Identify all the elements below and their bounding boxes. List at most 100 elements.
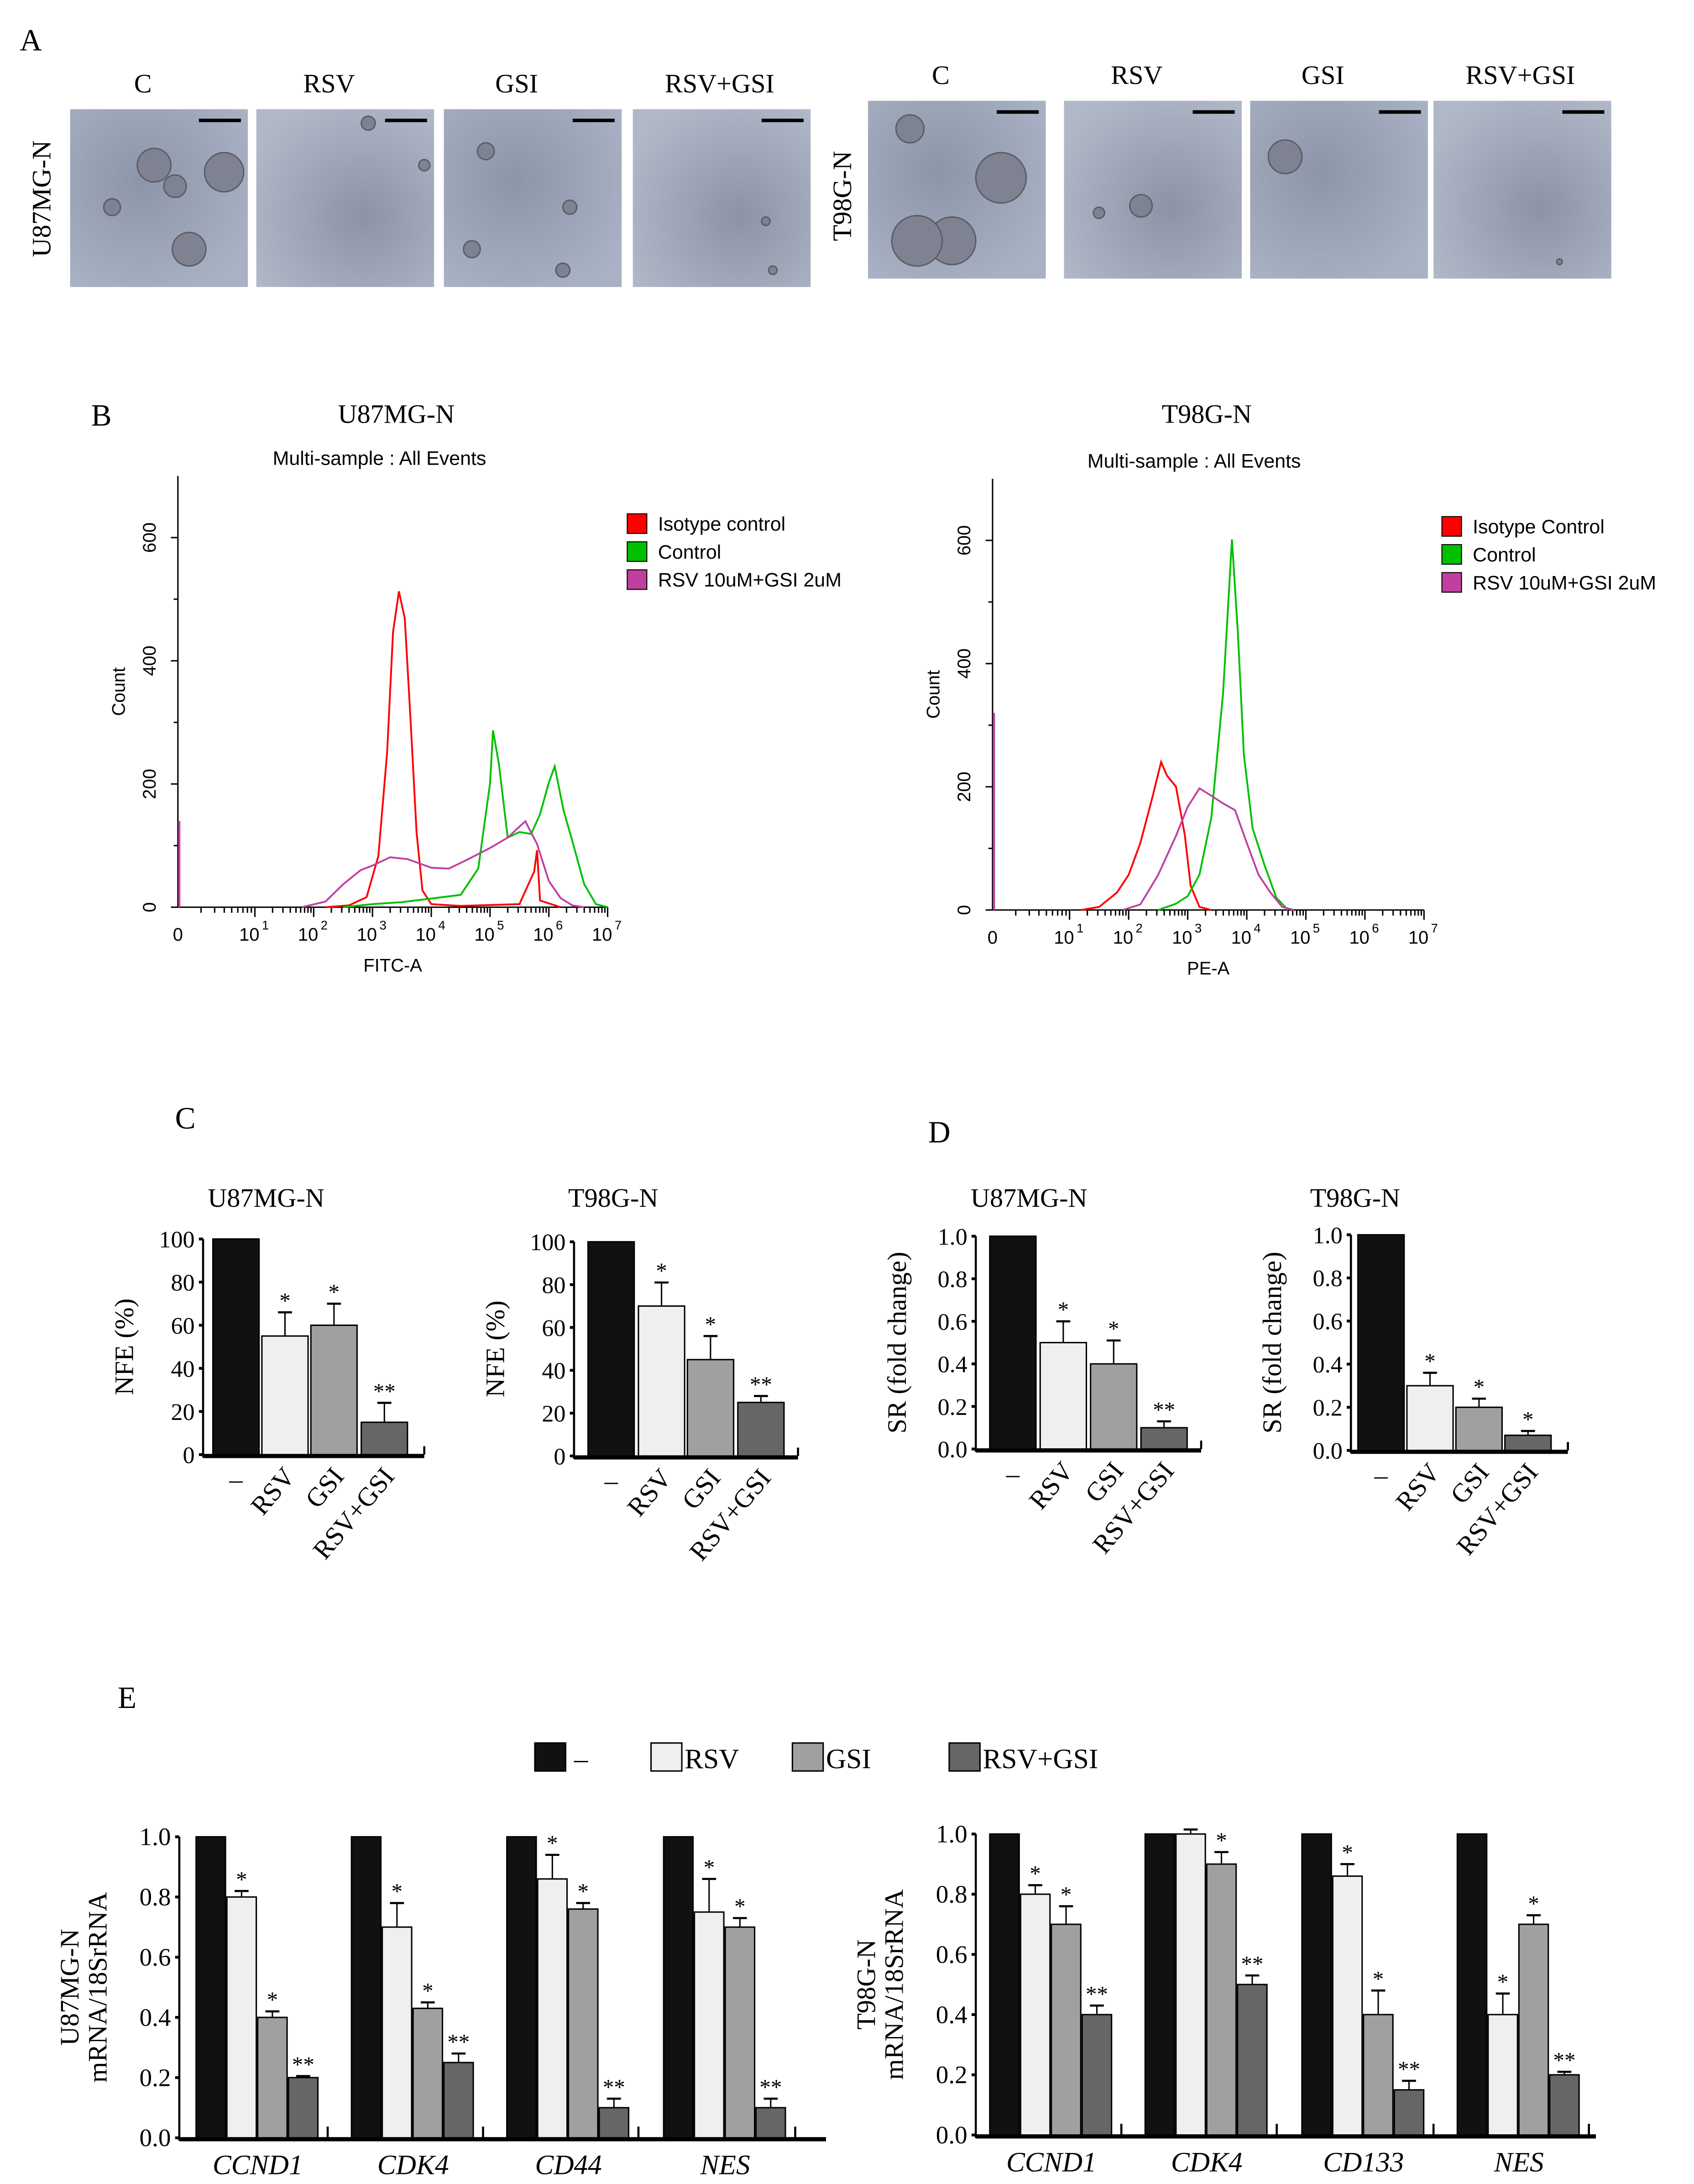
bar-3 xyxy=(1237,1984,1268,2136)
x-tick-label: 10 xyxy=(1349,927,1369,948)
y-tick-label: 0 xyxy=(183,1442,195,1468)
significance-mark: ** xyxy=(292,2052,314,2077)
y-tick-label: 0.4 xyxy=(1313,1352,1343,1378)
row-label-t98: T98G-N xyxy=(827,151,857,241)
bar-3 xyxy=(1140,1427,1188,1450)
legend-label: Control xyxy=(1473,544,1536,566)
x-tick-label: 10 xyxy=(1231,927,1251,948)
grouped-bar-chart: 0.00.20.40.60.81.0T98G-NmRNA/18SrRNA****… xyxy=(851,1820,1596,2178)
significance-mark: ** xyxy=(1553,2048,1575,2073)
bar-2 xyxy=(686,1359,735,1457)
legend-swatch xyxy=(1441,572,1462,593)
histogram-curve-0 xyxy=(325,591,561,908)
bar-1 xyxy=(1487,2014,1518,2136)
legend-swatch xyxy=(1441,516,1462,537)
bar-0 xyxy=(1357,1234,1405,1451)
significance-mark: * xyxy=(422,1978,434,2003)
micrograph-image xyxy=(1433,100,1611,279)
x-tick-label: 10 xyxy=(1290,927,1310,948)
category-label: NES xyxy=(1494,2147,1544,2178)
bar-0 xyxy=(989,1235,1037,1450)
condition-label: C xyxy=(932,60,950,90)
condition-label: GSI xyxy=(495,68,538,98)
y-axis-label: Count xyxy=(923,670,943,718)
y-tick-label: 60 xyxy=(171,1313,195,1339)
bar-1 xyxy=(382,1926,413,2139)
x-tick-label: 10 xyxy=(1172,927,1192,948)
bar-3 xyxy=(598,2107,630,2139)
bar-1 xyxy=(638,1305,685,1457)
sr-title-u87: U87MG-N xyxy=(971,1183,1088,1213)
tumorsphere xyxy=(476,142,495,161)
x-tick-exponent: 1 xyxy=(1077,921,1083,935)
category-label: CD133 xyxy=(1323,2147,1404,2178)
y-tick-label: 200 xyxy=(954,772,974,802)
significance-mark: * xyxy=(392,1879,403,1904)
micrograph-image xyxy=(633,109,811,287)
y-tick-label: 1.0 xyxy=(1313,1223,1343,1249)
flow-subtitle-t98: Multi-sample : All Events xyxy=(1088,450,1301,472)
bar-3 xyxy=(1504,1435,1552,1451)
legend-label-rsv: RSV xyxy=(685,1744,739,1775)
bar-1 xyxy=(694,1911,725,2139)
tumorsphere xyxy=(768,265,778,275)
tumorsphere xyxy=(1556,258,1563,266)
significance-mark: * xyxy=(329,1279,340,1304)
tumorsphere xyxy=(361,115,376,131)
y-tick-label: 0 xyxy=(954,905,974,915)
significance-mark: ** xyxy=(373,1378,396,1404)
bar-0 xyxy=(1144,1833,1176,2136)
y-tick-label: 100 xyxy=(159,1227,194,1253)
tumorsphere xyxy=(761,216,771,226)
x-tick-exponent: 7 xyxy=(1431,921,1438,935)
y-tick-label: 0.8 xyxy=(938,1267,967,1293)
x-tick-exponent: 4 xyxy=(1254,921,1260,935)
bar-1 xyxy=(1020,1893,1051,2136)
y-tick-label: 0.6 xyxy=(936,1940,967,1968)
y-tick-label: 20 xyxy=(542,1401,565,1427)
y-tick-label: 0.2 xyxy=(936,2061,967,2089)
x-tick-exponent: 4 xyxy=(438,918,445,932)
x-tick-label: 10 xyxy=(474,925,494,945)
micrograph-image xyxy=(444,109,622,287)
micrograph-image xyxy=(256,109,434,287)
legend-label: Control xyxy=(658,541,721,563)
histogram-curve-2 xyxy=(302,820,585,908)
bar-2 xyxy=(1090,1363,1138,1450)
y-tick-label: 80 xyxy=(171,1270,195,1296)
legend-swatch xyxy=(1441,544,1462,565)
x-tick-label: 10 xyxy=(416,925,436,945)
significance-mark: * xyxy=(1424,1348,1436,1373)
x-tick-label: 10 xyxy=(1113,927,1133,948)
legend-swatch-rsv xyxy=(650,1742,683,1772)
y-axis-label: NFE (%) xyxy=(481,1300,510,1397)
x-tick-exponent: 2 xyxy=(321,918,328,932)
y-axis-label-line1: T98G-N xyxy=(851,1939,881,2029)
bar-2 xyxy=(1206,1863,1237,2136)
bar-2 xyxy=(1051,1923,1082,2136)
bar-0 xyxy=(1301,1833,1332,2136)
legend-swatch-control xyxy=(534,1742,567,1772)
y-tick-label: 0.6 xyxy=(1313,1309,1343,1335)
condition-label: C xyxy=(134,68,152,98)
category-label: NES xyxy=(700,2150,750,2181)
panel-label-b: B xyxy=(91,398,112,432)
legend-swatch xyxy=(627,569,648,590)
x-tick-exponent: 2 xyxy=(1135,921,1142,935)
bar-1 xyxy=(1039,1342,1088,1450)
bar-3 xyxy=(1081,2014,1113,2136)
condition-label: RSV xyxy=(1111,60,1162,90)
significance-mark: ** xyxy=(1241,1951,1263,1976)
y-tick-label: 40 xyxy=(542,1358,565,1384)
y-tick-label: 0.2 xyxy=(1313,1395,1343,1421)
significance-mark: ** xyxy=(447,2029,470,2054)
bar-2 xyxy=(1455,1406,1503,1451)
y-tick-label: 0.6 xyxy=(139,1943,171,1971)
bar-2 xyxy=(257,2016,288,2139)
y-tick-label: 0.8 xyxy=(1313,1266,1343,1292)
